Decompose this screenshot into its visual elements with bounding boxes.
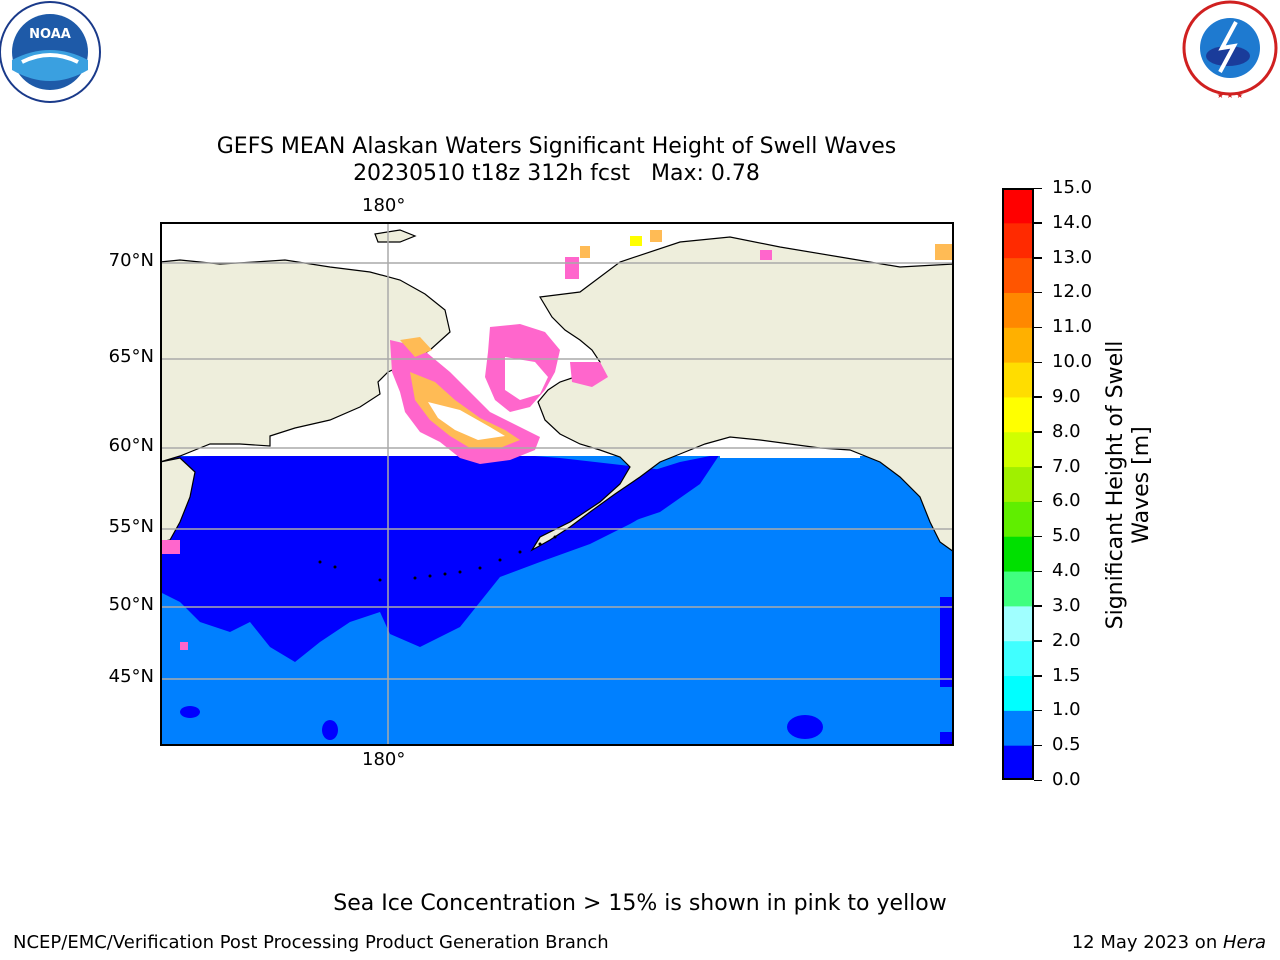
footer-host: Hera	[1222, 932, 1266, 953]
lat-label-70: 70°N	[108, 250, 154, 271]
colorbar-tick-mark	[1034, 500, 1042, 503]
map-svg	[159, 222, 955, 746]
colorbar-tick-mark	[1034, 222, 1042, 224]
colorbar-tick-mark	[1034, 396, 1042, 398]
colorbar-tick-label: 10.0	[1052, 351, 1093, 373]
colorbar-segment	[1003, 640, 1033, 677]
colorbar-tick-label: 1.5	[1052, 664, 1081, 686]
colorbar-tick-mark	[1034, 744, 1042, 747]
sea-ice-note: Sea Ice Concentration > 15% is shown in …	[333, 891, 947, 916]
footer-date: 12 May 2023 on	[1071, 932, 1223, 953]
colorbar-tick-label: 3.0	[1052, 594, 1081, 616]
chart-subtitle: 20230510 t18z 312h fcst Max: 0.78	[0, 161, 1113, 187]
footer-left: NCEP/EMC/Verification Post Processing Pr…	[13, 932, 609, 953]
svg-text:★ ★ ★: ★ ★ ★	[1217, 91, 1244, 100]
colorbar-label-line2: Waves [m]	[1129, 426, 1154, 544]
colorbar-tick-label: 0.5	[1052, 734, 1081, 756]
sea-ice-overlay	[160, 230, 953, 650]
run-info: 20230510 t18z 312h fcst	[353, 161, 631, 186]
colorbar-tick-label: 4.0	[1052, 560, 1081, 582]
colorbar-tick-label: 7.0	[1052, 455, 1081, 477]
colorbar-tick-mark	[1034, 779, 1042, 781]
colorbar-tick-mark	[1034, 326, 1042, 329]
colorbar-tick-label: 5.0	[1052, 525, 1081, 547]
colorbar-tick-label: 9.0	[1052, 385, 1081, 407]
chart-title: GEFS MEAN Alaskan Waters Significant Hei…	[216, 134, 897, 159]
colorbar-tick-label: 15.0	[1052, 177, 1093, 198]
colorbar-tick-label: 1.0	[1052, 699, 1081, 721]
colorbar-tick-mark	[1034, 640, 1042, 642]
colorbar-segment	[1003, 605, 1033, 642]
ocean-dark-blue	[160, 450, 680, 662]
colorbar-segment	[1003, 188, 1033, 224]
colorbar-segment	[1003, 396, 1033, 433]
map-panel	[159, 222, 955, 746]
colorbar-tick-mark	[1034, 257, 1042, 259]
colorbar-segment	[1003, 431, 1033, 468]
colorbar-tick-mark	[1034, 535, 1042, 538]
colorbar-tick-mark	[1034, 431, 1042, 433]
colorbar-segment	[1003, 571, 1033, 607]
lat-label-50: 50°N	[108, 594, 154, 615]
noaa-logo: NOAA	[0, 0, 104, 106]
lat-label-45: 45°N	[108, 666, 154, 687]
lat-label-55: 55°N	[108, 516, 154, 537]
colorbar-segment	[1003, 675, 1033, 711]
colorbar-tick-label: 8.0	[1052, 420, 1081, 442]
colorbar-segment	[1003, 536, 1033, 572]
colorbar-tick-mark	[1034, 605, 1042, 607]
colorbar-tick-mark	[1034, 466, 1042, 468]
colorbar-tick-label: 13.0	[1052, 246, 1093, 268]
graticule	[160, 222, 954, 746]
lon-label-top: 180°	[362, 195, 406, 216]
colorbar-tick-mark	[1034, 675, 1042, 677]
colorbar-segment	[1003, 362, 1033, 398]
colorbar-tick-mark	[1034, 709, 1042, 712]
noaa-logo-text: NOAA	[29, 27, 71, 42]
colorbar	[1002, 188, 1034, 781]
colorbar-tick-label: 11.0	[1052, 316, 1093, 338]
colorbar-tick-mark	[1034, 291, 1042, 294]
lat-label-60: 60°N	[108, 435, 154, 456]
colorbar-tick-label: 12.0	[1052, 281, 1093, 303]
colorbar-segment	[1003, 745, 1033, 781]
colorbar-segment	[1003, 466, 1033, 502]
lon-label-bottom: 180°	[362, 749, 406, 770]
colorbar-segment	[1003, 222, 1033, 259]
map-frame	[160, 222, 954, 746]
colorbar-segment	[1003, 710, 1033, 746]
colorbar-tick-mark	[1034, 361, 1042, 364]
colorbar-svg	[1002, 188, 1034, 781]
colorbar-segment	[1003, 501, 1033, 537]
colorbar-tick-mark	[1034, 187, 1042, 189]
colorbar-label-line1: Significant Height of Swell	[1103, 340, 1128, 630]
colorbar-segment	[1003, 257, 1033, 293]
colorbar-tick-label: 0.0	[1052, 769, 1081, 790]
max-value: Max: 0.78	[651, 161, 760, 186]
aleutian-islands	[318, 535, 557, 582]
colorbar-label: Significant Height of Swell Waves [m]	[1103, 325, 1155, 645]
lat-label-65: 65°N	[108, 346, 154, 367]
colorbar-segment	[1003, 292, 1033, 328]
colorbar-tick-mark	[1034, 570, 1042, 573]
colorbar-segment	[1003, 327, 1033, 363]
nws-logo: ★ ★ ★	[1178, 0, 1280, 100]
footer-right: 12 May 2023 on Hera	[1072, 932, 1266, 954]
colorbar-tick-label: 2.0	[1052, 629, 1081, 651]
colorbar-tick-label: 6.0	[1052, 490, 1081, 512]
colorbar-tick-label: 14.0	[1052, 211, 1093, 233]
